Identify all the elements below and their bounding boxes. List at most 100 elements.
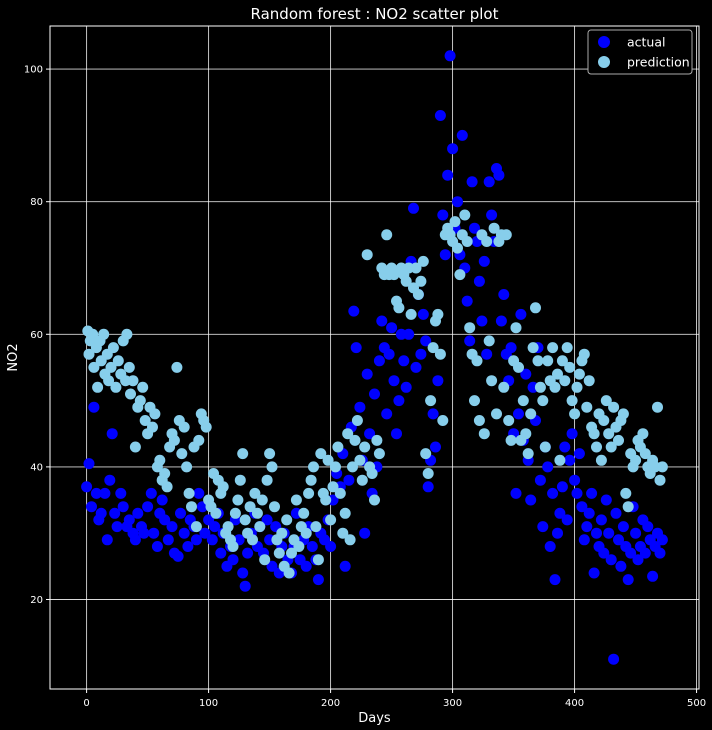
point-prediction [488, 222, 500, 234]
point-actual [408, 202, 419, 214]
chart-title: Random forest : NO2 scatter plot [251, 5, 499, 23]
point-actual [583, 507, 595, 519]
point-actual [369, 388, 380, 400]
point-actual [466, 176, 478, 188]
point-prediction [547, 342, 559, 354]
point-actual [199, 527, 211, 539]
y-tick-label: 80 [30, 197, 43, 208]
point-prediction [308, 461, 319, 473]
point-prediction [251, 507, 263, 519]
point-actual [434, 110, 446, 121]
point-prediction [427, 342, 439, 354]
point-prediction [293, 541, 305, 552]
point-actual [182, 541, 194, 552]
point-prediction [371, 434, 383, 446]
point-actual [300, 560, 312, 572]
point-prediction [237, 448, 249, 460]
point-prediction [454, 269, 466, 281]
point-actual [461, 295, 473, 307]
point-actual [209, 521, 221, 533]
point-actual [591, 527, 602, 539]
point-actual [581, 521, 593, 533]
point-prediction [344, 534, 356, 546]
point-prediction [134, 395, 146, 407]
point-actual [261, 514, 273, 526]
point-actual [391, 428, 402, 440]
point-actual [632, 554, 644, 566]
point-prediction [256, 494, 268, 506]
point-actual [464, 335, 476, 347]
point-prediction [595, 454, 607, 466]
point-prediction [478, 428, 490, 440]
point-prediction [264, 448, 276, 460]
point-prediction [422, 468, 434, 479]
point-actual [166, 521, 178, 533]
point-prediction [400, 275, 412, 287]
point-actual [437, 209, 449, 221]
point-actual [109, 507, 121, 519]
point-actual [343, 474, 355, 486]
point-actual [354, 401, 366, 413]
point-actual [556, 481, 568, 493]
point-prediction [381, 229, 393, 241]
point-actual [654, 547, 666, 559]
point-prediction [312, 554, 324, 566]
point-actual [193, 487, 205, 499]
point-prediction [190, 521, 202, 533]
point-prediction [259, 554, 271, 566]
point-prediction [320, 494, 332, 506]
point-actual [178, 527, 190, 539]
point-actual [422, 481, 434, 493]
point-prediction [339, 507, 351, 519]
y-tick-label: 100 [24, 65, 43, 76]
point-prediction [168, 434, 180, 446]
point-actual [513, 408, 524, 420]
point-prediction [303, 487, 315, 499]
point-actual [498, 289, 510, 300]
legend-label-prediction: prediction [627, 55, 690, 70]
point-actual [400, 381, 412, 393]
point-prediction [537, 395, 549, 407]
point-actual [566, 428, 578, 440]
point-prediction [552, 368, 563, 380]
point-prediction [261, 474, 273, 486]
point-actual [554, 507, 566, 519]
point-prediction [598, 415, 610, 426]
point-actual [610, 507, 622, 519]
point-actual [613, 534, 624, 546]
point-prediction [637, 428, 649, 440]
point-prediction [517, 395, 529, 407]
point-prediction [588, 428, 600, 440]
point-prediction [542, 355, 554, 367]
point-prediction [249, 487, 261, 499]
point-prediction [417, 255, 429, 267]
point-prediction [561, 342, 573, 354]
point-actual [442, 169, 454, 181]
y-tick-label: 60 [30, 330, 43, 341]
point-actual [398, 355, 410, 367]
tick-labels: 0 100 200 300 400 500 20 40 60 80 100 [24, 65, 706, 709]
point-prediction [359, 441, 371, 453]
point-prediction [556, 355, 568, 367]
point-prediction [342, 428, 354, 440]
point-actual [493, 169, 505, 181]
point-prediction [571, 381, 583, 393]
point-prediction [554, 454, 566, 466]
point-actual [145, 487, 157, 499]
point-actual [439, 249, 451, 261]
point-prediction [193, 434, 205, 446]
point-prediction [620, 487, 632, 499]
point-actual [647, 570, 659, 582]
point-prediction [613, 434, 624, 446]
point-prediction [617, 408, 629, 420]
point-prediction [652, 401, 663, 413]
point-actual [603, 527, 615, 539]
point-actual [469, 222, 480, 234]
point-prediction [522, 448, 534, 460]
point-actual [625, 547, 637, 559]
point-actual [325, 541, 337, 552]
point-prediction [452, 242, 463, 254]
point-prediction [121, 328, 133, 340]
point-actual [520, 368, 532, 380]
